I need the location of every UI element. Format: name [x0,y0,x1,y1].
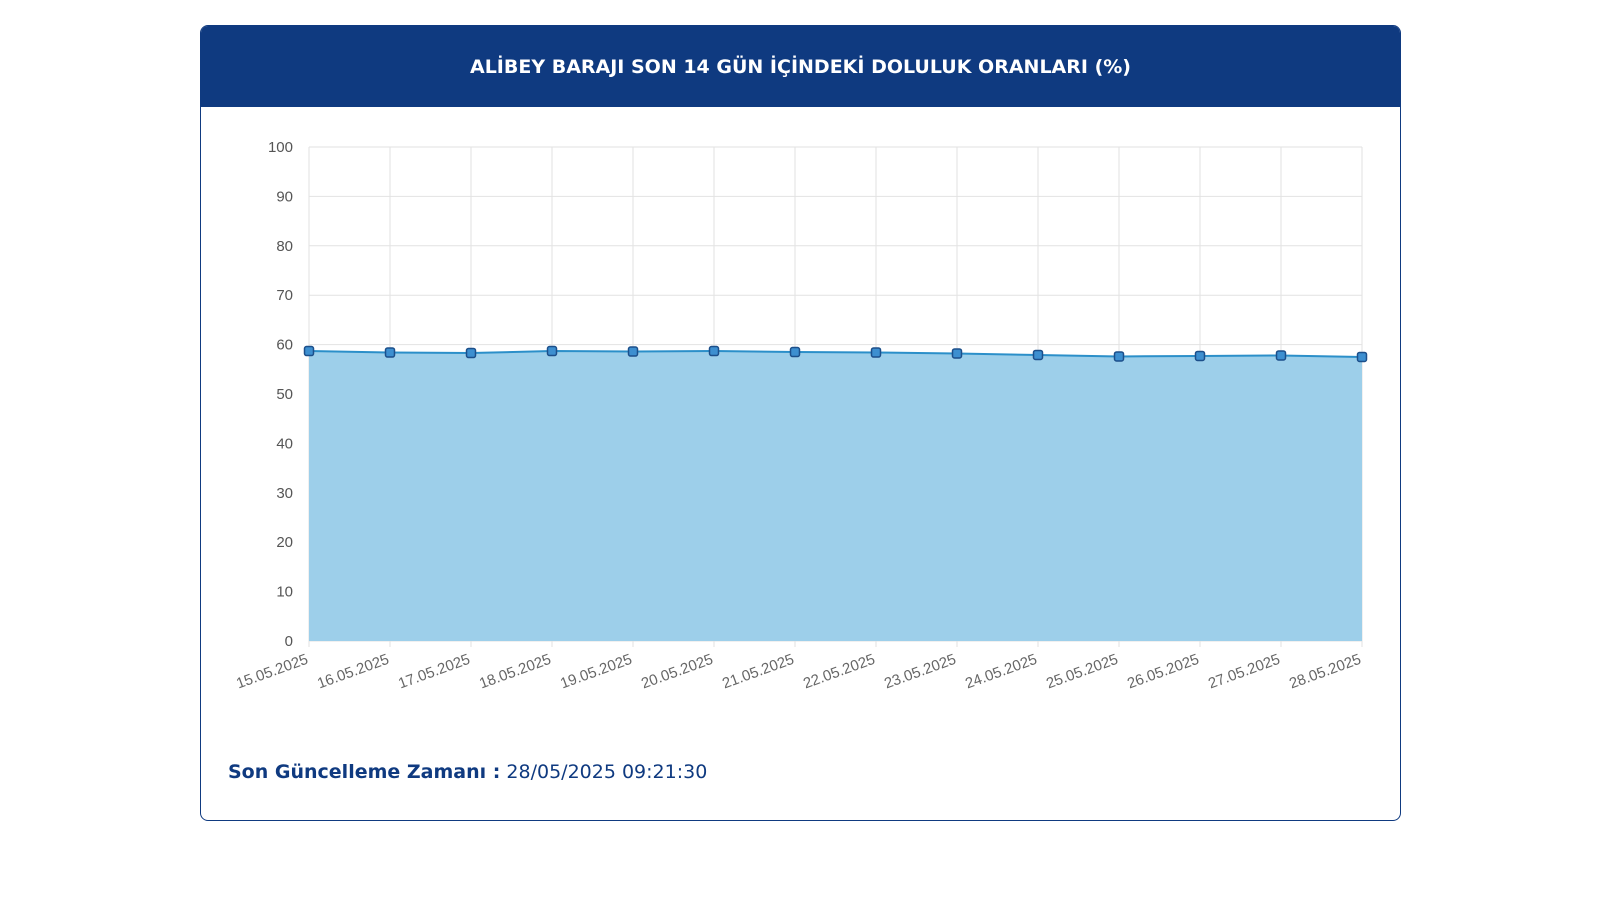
x-tick-label: 26.05.2025 [1125,651,1201,693]
point [789,346,801,358]
footer-label: Son Güncelleme Zamanı : [228,761,501,783]
y-tick-label: 30 [276,485,293,502]
point [1275,350,1287,361]
chart-title: ALİBEY BARAJI SON 14 GÜN İÇİNDEKİ DOLULU… [470,55,1131,78]
x-tick-label: 20.05.2025 [639,651,715,693]
x-tick-label: 18.05.2025 [477,651,553,693]
point [708,345,720,357]
point [1032,349,1044,361]
point [1113,351,1125,362]
point [1356,351,1368,363]
x-tick-label: 21.05.2025 [720,651,796,693]
y-tick-label: 70 [276,287,293,304]
footer: Son Güncelleme Zamanı : 28/05/2025 09:21… [228,761,707,783]
x-tick-label: 27.05.2025 [1206,651,1282,693]
x-tick-label: 16.05.2025 [315,651,391,693]
point [1194,350,1206,362]
x-tick-label: 24.05.2025 [963,651,1039,693]
point [870,347,882,358]
point [627,346,639,357]
point [384,347,396,358]
y-tick-label: 0 [285,633,293,650]
point [951,348,963,359]
point [303,345,315,357]
card-header: ALİBEY BARAJI SON 14 GÜN İÇİNDEKİ DOLULU… [201,26,1400,107]
point [546,345,558,357]
line [308,350,1363,358]
y-tick-label: 50 [276,386,293,403]
point [465,347,477,359]
x-tick-label: 28.05.2025 [1287,651,1363,693]
x-tick-label: 17.05.2025 [396,651,472,693]
footer-value: 28/05/2025 09:21:30 [506,761,708,783]
y-tick-label: 40 [276,435,293,452]
y-tick-label: 90 [276,188,293,205]
y-tick-label: 10 [276,584,293,601]
x-tick-label: 25.05.2025 [1044,651,1120,693]
y-tick-label: 80 [276,238,293,255]
area [309,351,1362,641]
y-tick-label: 100 [268,139,293,156]
y-tick-label: 20 [276,534,293,551]
y-tick-label: 60 [276,337,293,354]
x-tick-label: 19.05.2025 [558,651,634,693]
x-tick-label: 22.05.2025 [801,651,877,693]
x-tick-label: 15.05.2025 [234,651,310,693]
x-tick-label: 23.05.2025 [882,651,958,693]
